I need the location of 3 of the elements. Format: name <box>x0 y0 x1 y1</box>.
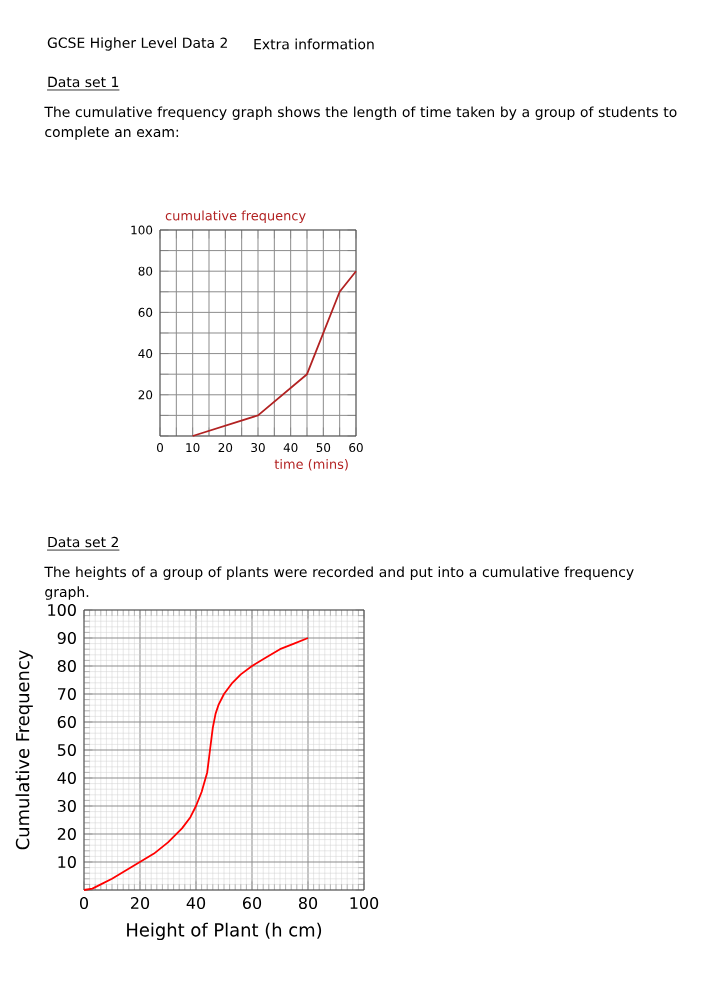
x-axis-title: Height of Plant (h cm) <box>127 922 322 941</box>
line-series <box>191 270 357 437</box>
y-axis-title: Cumulative Frequency <box>15 650 33 850</box>
